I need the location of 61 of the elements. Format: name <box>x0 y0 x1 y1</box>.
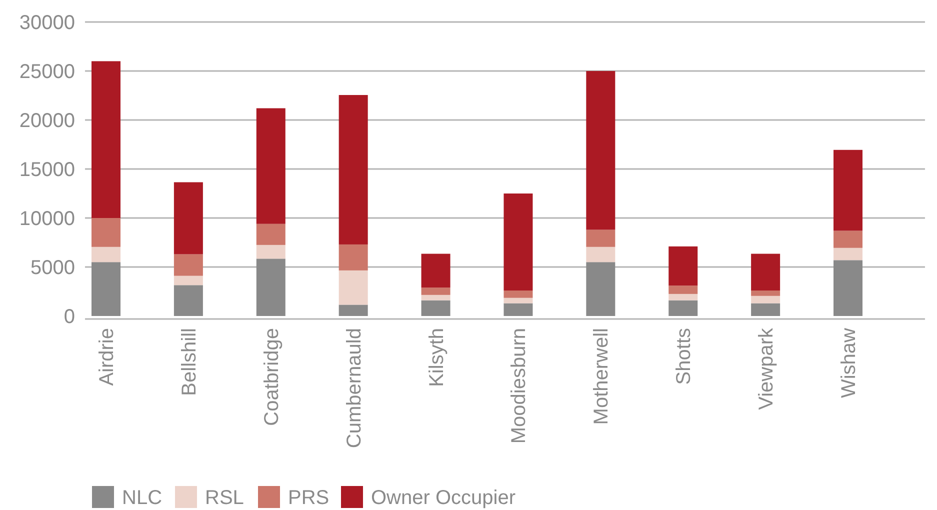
x-tick-label: Bellshill <box>178 328 200 396</box>
bar <box>421 294 450 300</box>
bar <box>421 300 450 316</box>
x-tick-label: Coatbridge <box>260 328 283 426</box>
y-tick-label: 10000 <box>19 208 75 230</box>
x-tick-label: Wishaw <box>838 327 860 398</box>
bar <box>256 108 286 224</box>
y-tick-label: 0 <box>64 306 75 328</box>
bar <box>421 288 450 295</box>
bar <box>751 296 780 304</box>
bar <box>421 254 450 288</box>
bar <box>586 71 616 230</box>
bar <box>751 290 780 296</box>
bar <box>338 270 368 305</box>
bar <box>751 254 780 291</box>
bar <box>338 304 368 316</box>
x-tick-label: Viewpark <box>756 327 778 410</box>
bar <box>751 303 780 316</box>
y-tick-label: 5000 <box>30 257 75 279</box>
bar <box>92 246 120 262</box>
x-tick-label: Motherwell <box>590 328 613 425</box>
y-tick-label: 25000 <box>19 61 75 83</box>
bar <box>834 150 862 231</box>
bar <box>586 230 616 247</box>
bar <box>834 230 862 248</box>
bar <box>668 294 698 300</box>
bar <box>92 61 120 218</box>
bar <box>586 246 616 262</box>
bar <box>256 258 286 316</box>
bar <box>92 262 120 316</box>
legend-label: NLC <box>122 487 162 509</box>
x-tick-label: Cumbernauld <box>343 328 366 448</box>
bar <box>668 300 698 316</box>
bar <box>504 290 533 298</box>
bar <box>504 298 533 304</box>
bar <box>586 262 616 316</box>
legend-label: Owner Occupier <box>371 487 516 509</box>
legend-label: RSL <box>205 487 244 509</box>
bar <box>174 182 203 254</box>
x-tick-label: Kilsyth <box>426 328 448 387</box>
bar <box>256 224 286 245</box>
bar <box>338 244 368 270</box>
bar <box>668 286 698 294</box>
bar <box>338 95 368 244</box>
y-tick-label: 20000 <box>19 110 75 132</box>
legend-label: PRS <box>288 487 330 509</box>
y-tick-label: 15000 <box>19 159 75 181</box>
x-tick-label: Moodiesburn <box>508 328 530 444</box>
bar <box>834 248 862 260</box>
y-tick-label: 30000 <box>19 12 75 34</box>
bar <box>834 260 862 316</box>
x-tick-label: Airdrie <box>96 328 118 386</box>
bar <box>92 218 120 247</box>
bar <box>668 246 698 286</box>
bar <box>174 276 203 286</box>
bar <box>504 303 533 316</box>
bar <box>174 254 203 276</box>
bar <box>174 285 203 316</box>
x-tick-label: Shotts <box>673 328 696 385</box>
bar <box>504 194 533 291</box>
bar <box>256 244 286 259</box>
